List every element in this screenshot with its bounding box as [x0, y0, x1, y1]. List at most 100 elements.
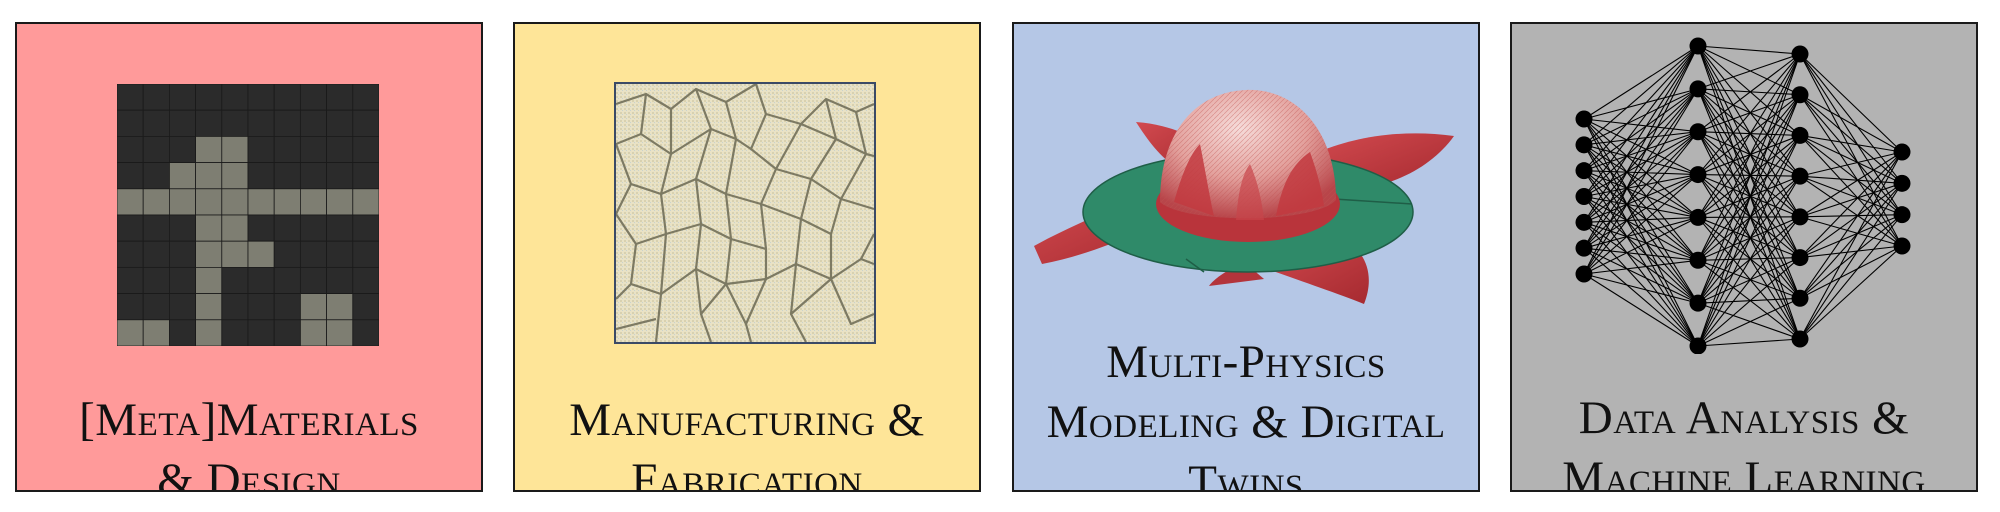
- nn-node: [1893, 237, 1911, 255]
- nn-edge: [1697, 45, 1801, 177]
- nn-edge: [1697, 134, 1801, 176]
- nn-edge: [1799, 94, 1903, 153]
- grid-cell: [247, 266, 275, 294]
- panel-meta-materials: [Meta]Materials & Design: [15, 22, 483, 492]
- nn-node: [1689, 251, 1707, 269]
- grid-cell: [299, 293, 327, 321]
- nn-edge: [1583, 88, 1699, 249]
- grid-cell: [195, 293, 223, 321]
- nn-edge: [1697, 297, 1801, 347]
- nn-node: [1791, 86, 1809, 104]
- nn-node: [1575, 265, 1593, 283]
- nn-edge: [1697, 131, 1801, 299]
- grid-cell: [273, 214, 301, 242]
- nn-edge: [1799, 134, 1903, 216]
- nn-edge: [1697, 53, 1801, 304]
- nn-edge: [1583, 131, 1699, 172]
- caption-line: Fabrication: [631, 454, 863, 492]
- nn-edge: [1697, 257, 1801, 347]
- nn-edge: [1697, 53, 1801, 347]
- grid-cell: [169, 162, 197, 190]
- grid-cell: [169, 136, 197, 164]
- grid-cell: [116, 136, 144, 164]
- grid-cell: [195, 109, 223, 137]
- panel-multiphysics: Multi-Physics Modeling & Digital Twins: [1012, 22, 1480, 492]
- grid-cell: [247, 136, 275, 164]
- nn-edge: [1799, 214, 1903, 340]
- caption-line: Modeling & Digital: [1046, 396, 1446, 448]
- nn-edge: [1583, 88, 1699, 275]
- nn-edge: [1799, 175, 1903, 247]
- grid-cell: [273, 293, 301, 321]
- nn-edge: [1799, 245, 1903, 259]
- nn-edge: [1583, 273, 1699, 347]
- nn-edge: [1697, 174, 1801, 340]
- nn-edge: [1697, 53, 1801, 261]
- grid-cell: [273, 83, 301, 111]
- nn-edge: [1697, 94, 1801, 176]
- nn-edge: [1799, 94, 1903, 184]
- grid-cell: [195, 136, 223, 164]
- grid-cell: [142, 136, 170, 164]
- grid-cell: [142, 214, 170, 242]
- nn-node: [1791, 45, 1809, 63]
- nn-edge: [1583, 45, 1699, 120]
- grid-cell: [221, 136, 249, 164]
- nn-edge: [1697, 302, 1801, 340]
- nn-node: [1689, 80, 1707, 98]
- nn-edge: [1799, 182, 1903, 218]
- nn-edge: [1697, 131, 1801, 177]
- panel-caption: Manufacturing & Fabrication: [515, 390, 979, 492]
- nn-edge: [1697, 216, 1801, 347]
- grid-cell: [326, 188, 354, 216]
- nn-edge: [1583, 118, 1699, 133]
- nn-edge: [1697, 216, 1801, 261]
- grid-cell: [195, 319, 223, 347]
- nn-node: [1575, 110, 1593, 128]
- grid-cell: [221, 188, 249, 216]
- grid-cell: [116, 83, 144, 111]
- grid-cell: [352, 109, 380, 137]
- nn-edge: [1697, 216, 1801, 299]
- nn-edge: [1697, 134, 1801, 218]
- grid-cell: [116, 293, 144, 321]
- nn-edge: [1697, 216, 1801, 218]
- grid-cell: [352, 188, 380, 216]
- grid-cell: [116, 240, 144, 268]
- nn-edge: [1697, 45, 1801, 96]
- nn-node: [1689, 166, 1707, 184]
- nn-edge: [1799, 183, 1903, 340]
- nn-edge: [1697, 45, 1801, 258]
- grid-cell: [273, 136, 301, 164]
- nn-node: [1689, 37, 1707, 55]
- grid-cell: [247, 188, 275, 216]
- nn-edge: [1583, 88, 1699, 172]
- grid-cell: [352, 319, 380, 347]
- nn-edge: [1697, 45, 1801, 299]
- nn-edge: [1799, 245, 1903, 340]
- nn-edge: [1799, 182, 1903, 299]
- grid-cell: [299, 136, 327, 164]
- grid-cell: [195, 188, 223, 216]
- nn-node: [1791, 289, 1809, 307]
- nn-edge: [1697, 45, 1801, 55]
- nn-node: [1791, 126, 1809, 144]
- grid-cell: [142, 162, 170, 190]
- nn-edge: [1697, 131, 1801, 136]
- nn-edge: [1697, 88, 1801, 136]
- fabrication-texture: [616, 84, 874, 342]
- nn-edge: [1583, 131, 1699, 249]
- panel-caption: Multi-Physics Modeling & Digital Twins: [1014, 332, 1478, 492]
- nn-edge: [1697, 174, 1801, 299]
- grid-cell: [142, 266, 170, 294]
- grid-cell: [142, 188, 170, 216]
- nn-edge: [1799, 135, 1903, 247]
- nn-node: [1575, 239, 1593, 257]
- caption-line: Twins: [1188, 456, 1304, 492]
- grid-cell: [326, 162, 354, 190]
- nn-edge: [1583, 131, 1699, 223]
- nn-edge: [1583, 45, 1699, 249]
- grid-cell: [142, 293, 170, 321]
- grid-cell: [326, 240, 354, 268]
- caption-line: Manufacturing &: [569, 394, 925, 446]
